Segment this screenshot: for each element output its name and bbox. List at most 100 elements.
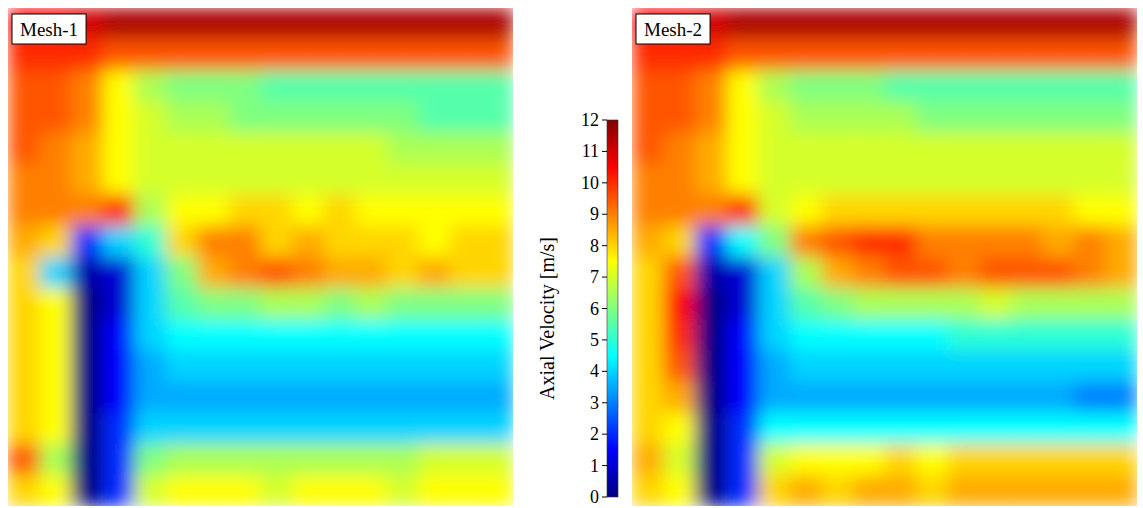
cell — [166, 350, 198, 382]
cell — [853, 226, 885, 258]
cell — [948, 8, 980, 40]
cell — [71, 101, 103, 133]
cell — [8, 101, 40, 133]
cell — [948, 382, 980, 414]
cell — [40, 101, 72, 133]
cell — [1042, 319, 1074, 351]
cell — [885, 164, 917, 196]
cell — [324, 226, 356, 258]
cell — [885, 288, 917, 320]
cell — [1011, 226, 1043, 258]
cell — [355, 101, 387, 133]
colorbar-tick — [602, 434, 607, 435]
cell — [450, 70, 482, 102]
cell — [1011, 39, 1043, 71]
cell — [450, 39, 482, 71]
cell — [885, 382, 917, 414]
cell — [197, 413, 229, 445]
cell — [197, 195, 229, 227]
cell — [40, 288, 72, 320]
cell — [948, 70, 980, 102]
cell — [229, 257, 261, 289]
cell — [166, 475, 198, 506]
cell — [916, 444, 948, 476]
cell — [1042, 444, 1074, 476]
cell — [885, 195, 917, 227]
cell — [197, 39, 229, 71]
cell — [948, 319, 980, 351]
cell — [1011, 319, 1043, 351]
cell — [1042, 70, 1074, 102]
cell — [71, 133, 103, 165]
cell — [355, 444, 387, 476]
cell — [450, 164, 482, 196]
cell — [387, 101, 419, 133]
cell — [727, 164, 759, 196]
cell — [387, 39, 419, 71]
cell — [481, 475, 513, 506]
cell — [916, 319, 948, 351]
cell — [40, 226, 72, 258]
cell — [916, 226, 948, 258]
cell — [1074, 257, 1106, 289]
cell — [387, 195, 419, 227]
cell — [885, 39, 917, 71]
cell — [103, 350, 135, 382]
cell — [916, 257, 948, 289]
cell — [1042, 101, 1074, 133]
cell — [261, 350, 293, 382]
cell — [695, 133, 727, 165]
cell — [292, 226, 324, 258]
cell — [948, 133, 980, 165]
cell — [821, 444, 853, 476]
cell — [853, 413, 885, 445]
colorbar-tick — [602, 497, 607, 498]
cell — [292, 70, 324, 102]
cell — [197, 101, 229, 133]
cell — [166, 195, 198, 227]
cell — [166, 288, 198, 320]
cell — [229, 226, 261, 258]
cell — [450, 8, 482, 40]
cell — [727, 39, 759, 71]
cell — [1074, 350, 1106, 382]
cell — [8, 288, 40, 320]
cell — [632, 70, 664, 102]
cell — [1105, 39, 1137, 71]
cell — [821, 39, 853, 71]
cell — [979, 319, 1011, 351]
cell — [790, 226, 822, 258]
cell — [664, 257, 696, 289]
colorbar-tick-label: 8 — [590, 236, 599, 256]
cell — [387, 444, 419, 476]
cell — [979, 413, 1011, 445]
cell — [1105, 257, 1137, 289]
cell — [261, 133, 293, 165]
cell — [387, 288, 419, 320]
cell — [197, 8, 229, 40]
cells — [632, 8, 1137, 506]
cell — [1105, 164, 1137, 196]
cell — [664, 444, 696, 476]
cell — [885, 133, 917, 165]
cell — [664, 226, 696, 258]
cell — [790, 382, 822, 414]
cell — [853, 164, 885, 196]
cell — [387, 382, 419, 414]
cell — [387, 350, 419, 382]
cell — [632, 257, 664, 289]
cell — [632, 382, 664, 414]
cell — [1074, 382, 1106, 414]
cell — [853, 39, 885, 71]
cell — [727, 444, 759, 476]
cell — [324, 195, 356, 227]
cell — [695, 444, 727, 476]
cell — [166, 319, 198, 351]
cell — [292, 195, 324, 227]
cell — [885, 101, 917, 133]
cell — [664, 350, 696, 382]
cell — [8, 413, 40, 445]
cell — [821, 70, 853, 102]
cell — [40, 444, 72, 476]
cell — [1042, 413, 1074, 445]
